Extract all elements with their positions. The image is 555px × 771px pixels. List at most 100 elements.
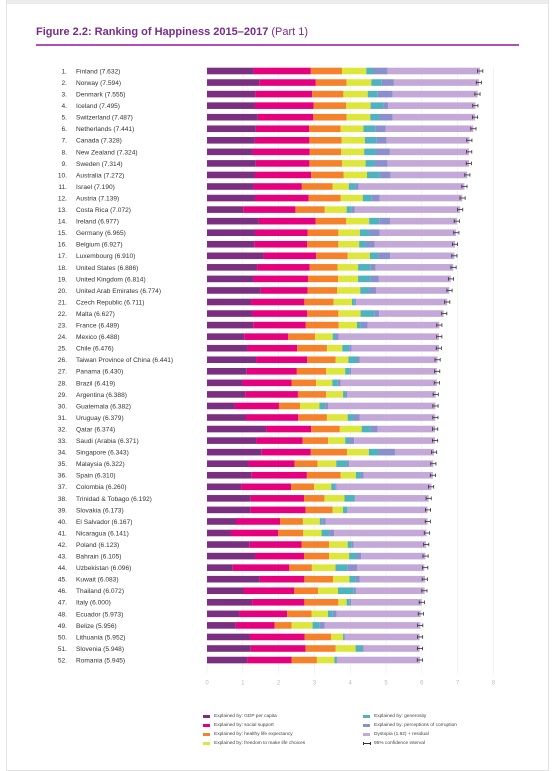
country-label: Ecuador (5.973) [76,611,123,618]
country-label: Denmark (7.555) [76,92,125,99]
bar-segment-gdp [207,275,254,283]
bar-segment-dystopia [353,541,427,548]
bar-segment-dystopia [355,587,425,595]
rank-label: 24. [58,334,67,341]
bar-segment-social [234,402,279,410]
bar-segment-dystopia [379,229,457,236]
bar-segment-generosity [343,633,345,641]
bar-segment-social [244,333,289,340]
legend-swatch [363,715,370,718]
bar-segment-generosity [355,645,363,652]
bar-segment-freedom [341,137,365,144]
rank-label: 48. [58,611,67,618]
bar-segment-gdp [207,587,244,595]
bar-segment-freedom [333,298,352,306]
bar-segment-freedom [316,379,333,387]
top-border [6,0,549,4]
bar-segment-corruption [374,160,388,167]
bar-segment-social [256,437,303,444]
bar-segment-dystopia [367,321,440,329]
country-label: Saudi (Arabia (6.371) [76,438,139,445]
country-label: Malaysia (6.322) [76,461,125,468]
bar-segment-corruption [369,229,380,236]
bar-segment-generosity [343,391,346,398]
bar-segment-dystopia [344,633,420,641]
bar-segment-gdp [207,599,253,606]
country-label: Thailand (6.072) [76,588,124,595]
country-label: Slovenia (5.948) [76,646,124,653]
country-label: Australia (7.272) [76,172,124,179]
bar-segment-social [266,425,312,433]
bar-segment-social [254,171,312,179]
bar-segment-social [257,113,314,121]
bar-segment-freedom [340,194,363,202]
rank-label: 5. [62,115,68,122]
bar-segment-gdp [207,575,260,583]
bar-segment-social [245,391,298,398]
bar-segment-generosity [359,229,370,236]
bar-segment-freedom [337,287,361,294]
rank-label: 40. [58,519,67,526]
bar-segment-social [251,298,305,306]
bar-segment-health [306,471,341,479]
bar-segment-freedom [335,356,349,364]
rank-label: 13. [58,207,67,214]
bar-segment-social [253,275,308,283]
bar-segment-health [312,90,344,98]
bar-segment-health [309,160,342,167]
bar-segment-gdp [207,252,264,260]
bar-segment-gdp [207,448,262,456]
rank-label: 52. [58,657,67,664]
bar-segment-freedom [343,171,368,179]
x-tick-label: 4 [349,681,353,687]
bar-segment-freedom [338,310,361,317]
bar-segment-health [297,391,327,398]
country-label: Finland (7.632) [76,68,120,75]
bar-segment-freedom [314,483,332,491]
country-label: Singapore (6.343) [76,450,129,457]
rank-label: 32. [58,426,67,433]
bar-segment-health [309,148,342,156]
rank-label: 3. [62,92,68,99]
bar-segment-health [309,264,338,271]
bar-segment-social [232,564,290,571]
bar-segment-gdp [207,541,250,548]
bar-segment-freedom [302,518,320,525]
bar-segment-social [258,217,316,225]
bar-segment-health [313,102,347,109]
bar-segment-dystopia [356,298,448,306]
bar-segment-dystopia [375,264,454,271]
bar-segment-dystopia [379,194,463,202]
bar-segment-health [291,483,315,491]
rank-label: 26. [58,357,67,364]
country-label: Taiwan Province of China (6.441) [76,357,173,364]
bar-segment-generosity [336,460,347,467]
bar-segment-generosity [347,541,352,548]
bar-segment-dystopia [351,344,439,352]
bar-segment-corruption [322,518,326,525]
bar-segment-gdp [207,125,256,133]
rank-label: 31. [58,415,67,422]
bar-segment-gdp [207,206,244,213]
bar-segment-generosity [342,344,350,352]
bar-segment-generosity [358,264,371,271]
bar-segment-health [305,321,339,329]
bar-segment-generosity [370,102,384,109]
bar-segment-freedom [317,460,337,467]
country-label: Chile (6.476) [76,346,114,353]
bar-segment-health [304,298,334,306]
bar-segment-corruption [351,206,355,213]
bar-segment-dystopia [351,599,422,606]
bar-segment-dystopia [338,333,439,340]
bar-segment-freedom [324,495,345,502]
bar-segment-health [291,656,317,664]
country-label: El Salvador (6.167) [76,519,132,526]
country-label: Germany (6.965) [76,230,126,237]
bar-segment-social [253,67,311,75]
x-tick-label: 1 [241,681,245,687]
x-tick-label: 5 [384,681,388,687]
bar-segment-generosity [321,529,330,537]
bar-segment-social [250,645,306,652]
bar-segment-gdp [207,217,259,225]
